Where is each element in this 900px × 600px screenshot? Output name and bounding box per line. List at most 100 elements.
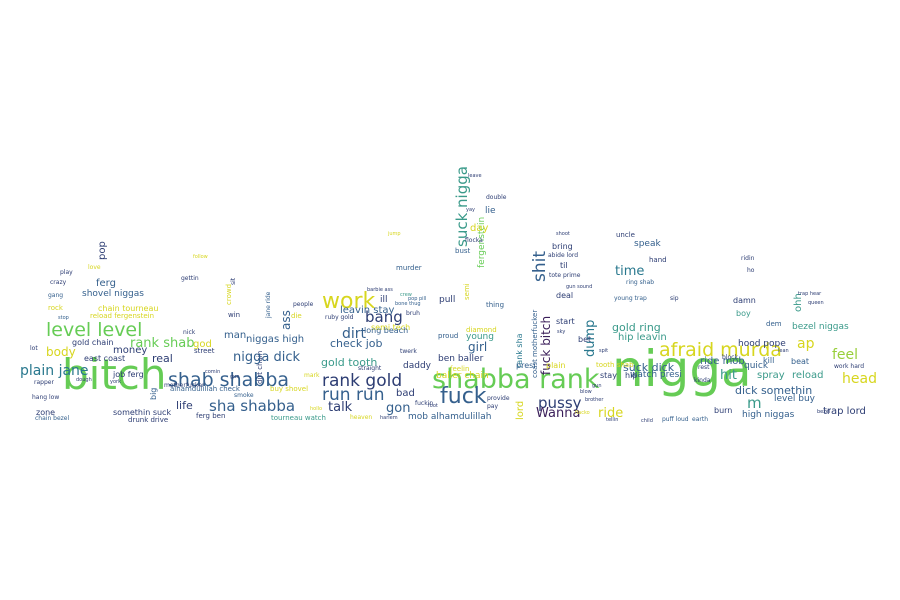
word-cloud-word: pussy [538, 394, 582, 412]
word-cloud-word: comin [205, 369, 221, 375]
word-cloud-word: m [747, 394, 762, 412]
word-cloud-word: dick somethin [735, 384, 813, 397]
word-cloud-word: head [842, 371, 877, 387]
word-cloud-word: gold chain [72, 338, 114, 347]
word-cloud-word: level level [46, 319, 143, 341]
word-cloud-word: stay [600, 371, 617, 380]
word-cloud-word: win [228, 311, 241, 319]
word-cloud-word: block [722, 354, 738, 361]
word-cloud-word: somethin suck [113, 408, 172, 417]
word-cloud-word: york [110, 379, 121, 385]
word-cloud-word: double [486, 194, 507, 201]
word-cloud-word: love [88, 264, 101, 271]
word-cloud-word: sky [557, 329, 566, 335]
word-cloud-word: trap lord [823, 406, 866, 417]
word-cloud-word: start [556, 317, 575, 326]
word-cloud-word: gold tooth [321, 356, 378, 369]
word-cloud-word: job ferg [113, 370, 144, 379]
word-cloud-word: body [46, 345, 76, 359]
word-cloud-word: shabba rank [432, 364, 600, 395]
word-cloud-word: spray [757, 370, 785, 381]
word-cloud-word: man [224, 330, 247, 341]
word-cloud-word: bezel [817, 409, 831, 415]
word-cloud-word: quick [744, 361, 769, 371]
word-cloud-word: blow [580, 389, 592, 395]
word-cloud-word: niggas high [246, 334, 305, 345]
word-cloud-word: puff loud [662, 416, 689, 423]
word-cloud-word: provide [487, 395, 510, 402]
word-cloud-word: shovel niggas [82, 289, 144, 299]
word-cloud-word: leave [468, 173, 482, 179]
word-cloud-word: buy shovel [270, 385, 309, 393]
word-cloud-word: day [470, 223, 489, 234]
word-cloud-word: zone [36, 408, 56, 417]
word-cloud-word: jane ride [265, 291, 272, 318]
word-cloud-word: ride mob [700, 356, 745, 367]
word-cloud-word: fuckin [415, 400, 434, 407]
word-cloud-word: pop [97, 241, 108, 260]
word-cloud-word: gold ring [612, 321, 661, 334]
word-cloud-word: drunk drive [128, 416, 169, 424]
word-cloud-word: young trap [614, 295, 647, 302]
word-cloud-word: daddy [403, 361, 431, 371]
word-cloud-word: abide lord [548, 252, 579, 259]
word-cloud-word: semi [463, 283, 471, 300]
word-cloud-word: lord [515, 400, 526, 420]
word-cloud-word: bruh [406, 310, 420, 317]
word-cloud-word: rapper [34, 379, 54, 386]
word-cloud-word: reload fergenstein [90, 312, 155, 320]
word-cloud-word: ridin [741, 255, 755, 262]
word-cloud-word: feel [832, 347, 859, 363]
word-cloud-word: flocka [465, 237, 483, 244]
word-cloud-word: ill [380, 295, 388, 305]
word-cloud-word: heaven [350, 414, 373, 421]
word-cloud-word: shoot [556, 231, 570, 237]
word-cloud-word: rank shab [130, 336, 195, 351]
word-cloud-word: yay [466, 207, 475, 213]
word-cloud-word: straight [358, 365, 382, 372]
word-cloud-word: damn [733, 296, 756, 305]
word-cloud-word: gang [48, 292, 64, 299]
word-cloud-word: level buy [774, 394, 816, 404]
word-cloud-word: gun sound [566, 284, 593, 290]
word-cloud-word: hit [720, 368, 737, 383]
word-cloud-word: pop pill [408, 296, 427, 302]
word-cloud-word: plain [546, 361, 566, 370]
word-cloud-word: sip [670, 295, 679, 302]
word-cloud-word: dough [76, 377, 92, 383]
word-cloud-word: tellin [606, 417, 619, 423]
word-cloud-word: pull [439, 295, 456, 305]
word-cloud-word: chain tourneau [98, 304, 159, 313]
word-cloud-word: time [615, 264, 645, 279]
word-cloud-word: earth [692, 416, 708, 423]
word-cloud-word: lean [778, 348, 789, 354]
word-cloud-word: foot [428, 403, 438, 409]
word-cloud-word: hand [649, 256, 667, 264]
word-cloud-word: fuck [440, 384, 487, 409]
word-cloud-word: east coast [84, 354, 126, 363]
word-cloud-word: ben baller [438, 354, 484, 364]
word-cloud-word: nick [183, 329, 196, 336]
word-cloud-word: young [466, 332, 494, 342]
word-cloud-word: hang low [32, 394, 60, 401]
word-cloud-word: trap hear [798, 291, 822, 297]
word-cloud-word: uncle [616, 231, 635, 239]
word-cloud-word: big [149, 387, 158, 400]
word-cloud-word: lot [30, 345, 38, 352]
word-cloud-word: gon [386, 401, 411, 416]
word-cloud-word: afraid murda [659, 339, 782, 361]
word-cloud-word: ruby gold [325, 314, 354, 321]
word-cloud-word: bust [455, 247, 471, 255]
word-cloud-word: spit [599, 348, 609, 354]
word-cloud-word: dirt [342, 326, 367, 342]
word-cloud-word: kill [763, 356, 775, 365]
word-cloud-word: ferg ben [196, 412, 226, 420]
word-cloud-word: chain bezel [35, 415, 70, 422]
word-cloud-word: bring [552, 242, 573, 251]
word-cloud-word: tote prime [549, 272, 581, 279]
word-cloud-word: mob alhamdulillah [408, 412, 492, 422]
word-cloud-word: rank gold [322, 371, 403, 391]
word-cloud-word: jump [388, 231, 401, 237]
word-cloud-word: hip [625, 371, 638, 380]
